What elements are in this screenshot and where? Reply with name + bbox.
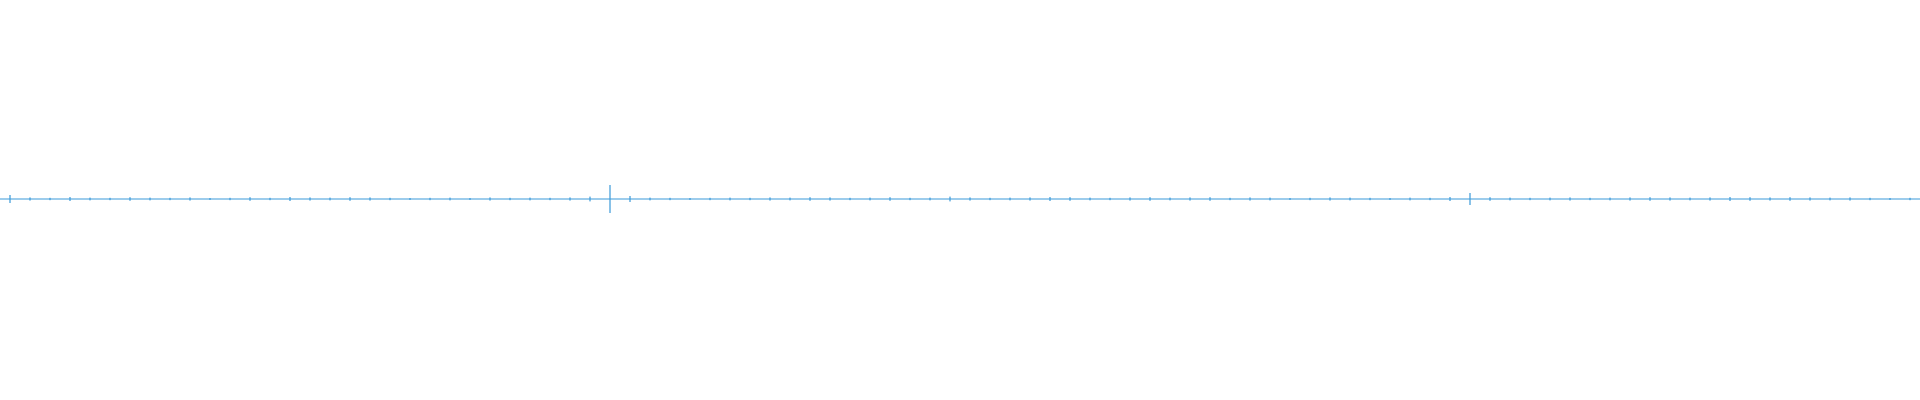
page: (() => { const data = JSON.parse(documen… — [0, 185, 1920, 213]
waveform-view — [0, 185, 1920, 213]
